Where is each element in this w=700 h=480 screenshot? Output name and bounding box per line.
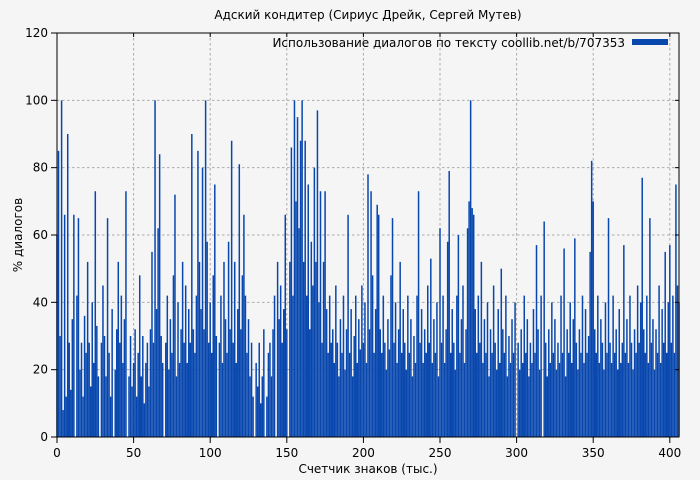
tick-labels: 0 50 100 150 200 250 300 350 400 0 20 40 60 80 100 120 (25, 26, 681, 460)
x-tick-label: 200 (352, 446, 375, 460)
chart-title: Адский кондитер (Сириус Дрейк, Сергей Му… (214, 8, 521, 22)
axis-ticks (51, 32, 679, 443)
y-tick-label: 20 (33, 363, 48, 377)
legend-label: Использование диалогов по тексту coollib… (272, 36, 625, 50)
y-tick-label: 60 (33, 228, 48, 242)
legend-swatch (632, 39, 668, 45)
y-tick-label: 0 (40, 430, 48, 444)
x-tick-label: 250 (429, 446, 452, 460)
legend: Использование диалогов по тексту coollib… (272, 36, 668, 50)
y-tick-label: 40 (33, 295, 48, 309)
bars-group (56, 100, 680, 437)
x-tick-label: 400 (658, 446, 681, 460)
x-tick-label: 300 (505, 446, 528, 460)
y-tick-label: 80 (33, 161, 48, 175)
y-tick-label: 100 (25, 93, 48, 107)
x-axis-label: Счетчик знаков (тыс.) (298, 462, 437, 476)
y-axis-label: % диалогов (11, 198, 25, 272)
x-tick-label: 0 (53, 446, 61, 460)
x-tick-label: 100 (199, 446, 222, 460)
y-tick-label: 120 (25, 26, 48, 40)
x-tick-label: 150 (275, 446, 298, 460)
x-tick-label: 350 (582, 446, 605, 460)
x-tick-label: 50 (126, 446, 141, 460)
